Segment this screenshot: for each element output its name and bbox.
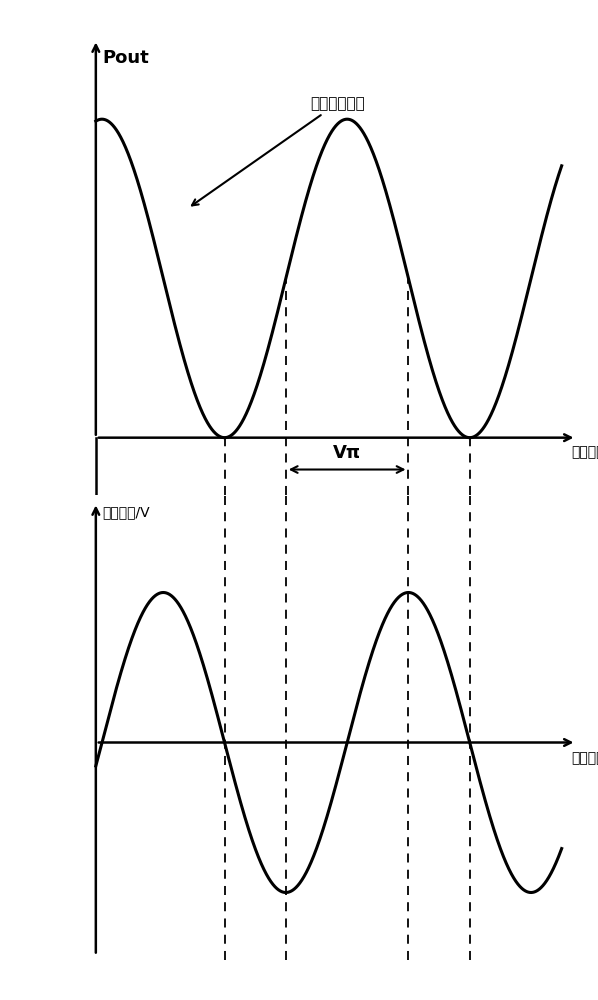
- Text: 偏置电压/V: 偏置电压/V: [572, 444, 598, 458]
- Text: 直流电压/V: 直流电压/V: [102, 505, 150, 519]
- Text: 偏置电压/V: 偏置电压/V: [572, 750, 598, 764]
- Text: Pout: Pout: [102, 49, 149, 67]
- Text: Vπ: Vπ: [333, 444, 361, 462]
- Text: 转换特性曲线: 转换特性曲线: [192, 96, 365, 205]
